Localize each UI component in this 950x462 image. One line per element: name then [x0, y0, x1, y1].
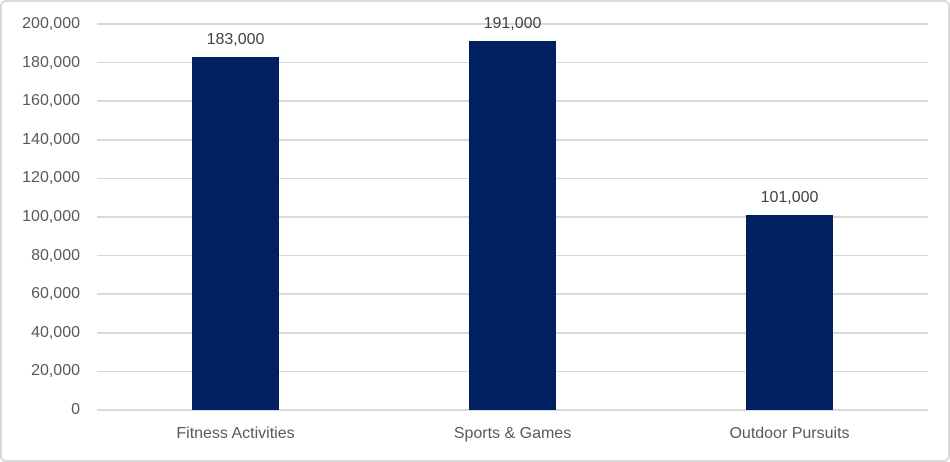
bar-value-label: 191,000 — [483, 15, 542, 33]
x-tick-label: Outdoor Pursuits — [729, 425, 850, 442]
gridline — [97, 23, 928, 25]
y-tick-label: 200,000 — [22, 15, 80, 32]
y-tick-label: 100,000 — [22, 208, 80, 225]
x-axis-line — [97, 409, 928, 411]
plot-area: 183,000 191,000 101,000 — [97, 15, 928, 411]
bar-value-label: 183,000 — [206, 30, 265, 48]
y-tick-label: 80,000 — [31, 246, 80, 264]
x-tick-label: Sports & Games — [453, 425, 572, 442]
y-tick-label: 140,000 — [22, 130, 80, 148]
y-axis: 0 20,000 40,000 60,000 80,000 100,000 120,000 1… — [2, 2, 80, 460]
y-tick-label: 60,000 — [31, 285, 80, 303]
y-tick-label: 180,000 — [22, 53, 80, 71]
y-tick-label: 160,000 — [22, 92, 80, 110]
y-tick-label: 0 — [71, 401, 80, 418]
bar — [469, 41, 556, 410]
x-tick-label: Fitness Activities — [176, 425, 295, 442]
bar — [192, 56, 279, 410]
y-tick-label: 20,000 — [31, 362, 80, 380]
y-tick-label: 40,000 — [31, 323, 80, 341]
bar-value-label: 101,000 — [760, 189, 819, 207]
bar — [746, 215, 833, 410]
x-axis: Fitness Activities Sports & Games Outdoor … — [97, 420, 928, 448]
y-tick-label: 120,000 — [22, 169, 80, 187]
